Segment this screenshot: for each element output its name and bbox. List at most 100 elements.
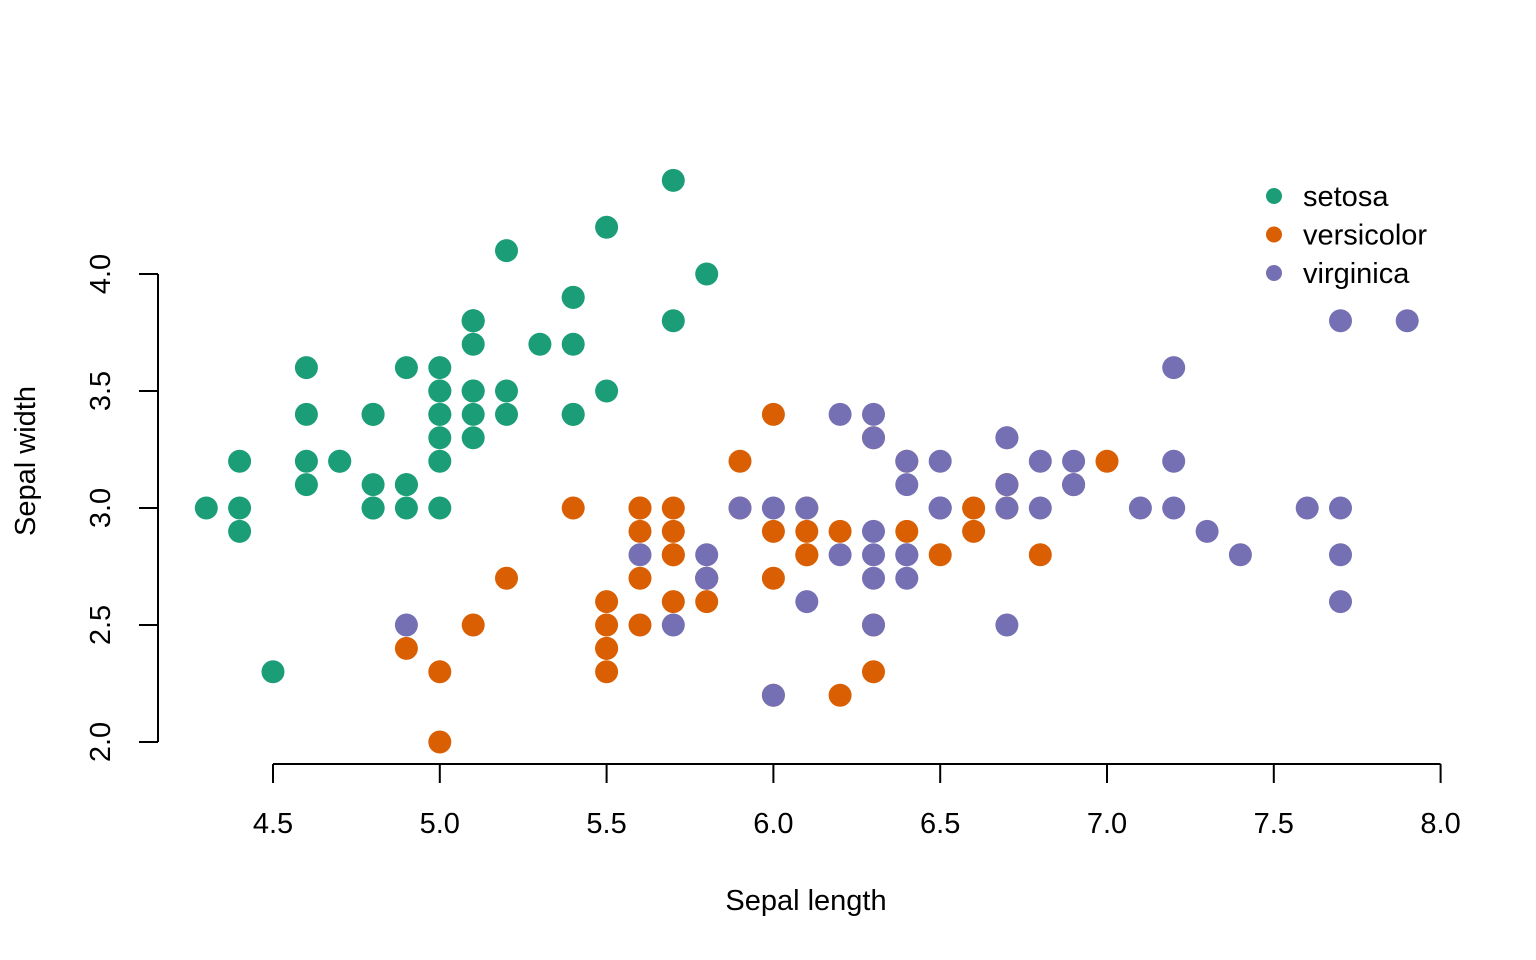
legend-marker-virginica [1266, 265, 1282, 281]
point-setosa-8 [228, 519, 252, 543]
point-setosa-33 [595, 215, 619, 239]
point-setosa-47 [294, 449, 318, 473]
point-setosa-23 [461, 426, 485, 450]
point-virginica-13 [661, 613, 685, 637]
point-virginica-22 [1329, 543, 1352, 567]
point-virginica-43 [1028, 449, 1052, 473]
point-setosa-14 [695, 262, 719, 286]
point-setosa-41 [261, 660, 285, 684]
point-virginica-31 [1395, 309, 1419, 333]
point-virginica-36 [862, 402, 885, 426]
legend-label-virginica: virginica [1303, 258, 1410, 290]
point-versicolor-35 [761, 402, 785, 426]
point-virginica-48 [828, 402, 852, 426]
point-virginica-9 [1162, 356, 1186, 380]
point-virginica-18 [1329, 590, 1352, 614]
point-setosa-24 [361, 402, 385, 426]
point-setosa-49 [428, 426, 452, 450]
point-versicolor-47 [828, 519, 852, 543]
point-virginica-0 [862, 426, 885, 450]
x-axis: 4.5 5.0 5.5 6.0 6.5 7.0 7.5 8.0 [253, 763, 1461, 840]
point-virginica-33 [862, 543, 885, 567]
point-virginica-19 [761, 683, 785, 707]
point-virginica-35 [1329, 496, 1352, 520]
point-virginica-47 [928, 496, 952, 520]
point-versicolor-48 [461, 613, 485, 637]
x-tick-label: 5.0 [420, 808, 460, 840]
point-setosa-36 [595, 379, 619, 403]
point-virginica-38 [761, 496, 785, 520]
point-virginica-20 [1062, 449, 1086, 473]
point-setosa-16 [561, 285, 585, 309]
point-versicolor-46 [661, 519, 685, 543]
y-axis-title: Sepal width [10, 386, 42, 536]
point-virginica-40 [995, 473, 1019, 497]
point-setosa-6 [294, 402, 318, 426]
x-tick-label: 6.5 [920, 808, 960, 840]
y-tick-label: 2.0 [85, 722, 117, 762]
point-versicolor-25 [962, 496, 986, 520]
y-tick-label: 4.0 [85, 254, 117, 294]
point-setosa-13 [194, 496, 218, 520]
point-setosa-3 [294, 473, 318, 497]
point-virginica-3 [862, 519, 885, 543]
x-tick-label: 6.0 [753, 808, 793, 840]
point-virginica-11 [895, 566, 919, 590]
x-tick-label: 7.0 [1087, 808, 1127, 840]
point-virginica-5 [1295, 496, 1319, 520]
point-versicolor-31 [595, 636, 619, 660]
point-versicolor-45 [661, 496, 685, 520]
point-virginica-17 [1329, 309, 1352, 333]
legend-label-setosa: setosa [1303, 181, 1389, 213]
point-virginica-23 [862, 566, 885, 590]
legend-label-versicolor: versicolor [1303, 220, 1427, 252]
point-setosa-10 [561, 332, 585, 356]
point-setosa-22 [294, 356, 318, 380]
x-tick-label: 8.0 [1420, 808, 1460, 840]
point-setosa-27 [495, 379, 518, 403]
point-setosa-30 [361, 473, 385, 497]
point-versicolor-34 [561, 496, 585, 520]
point-versicolor-29 [661, 590, 685, 614]
point-versicolor-44 [628, 566, 652, 590]
point-virginica-10 [928, 449, 952, 473]
point-setosa-43 [428, 379, 452, 403]
x-tick-label: 4.5 [253, 808, 293, 840]
point-virginica-37 [895, 473, 919, 497]
x-axis-title: Sepal length [725, 885, 886, 917]
point-setosa-31 [561, 402, 585, 426]
point-versicolor-37 [862, 660, 885, 684]
point-setosa-28 [495, 402, 518, 426]
legend-marker-versicolor [1266, 226, 1282, 243]
point-versicolor-13 [795, 519, 819, 543]
point-virginica-44 [995, 426, 1019, 450]
points-layer [194, 168, 1419, 754]
point-virginica-14 [695, 543, 719, 567]
point-virginica-15 [895, 449, 919, 473]
point-setosa-46 [461, 309, 485, 333]
point-setosa-26 [428, 402, 452, 426]
point-versicolor-40 [595, 590, 619, 614]
point-virginica-41 [1062, 473, 1086, 497]
point-virginica-26 [828, 543, 852, 567]
point-setosa-38 [228, 496, 252, 520]
point-versicolor-10 [428, 730, 452, 754]
legend-marker-setosa [1266, 188, 1282, 204]
point-setosa-25 [428, 496, 452, 520]
point-versicolor-0 [1095, 449, 1119, 473]
point-setosa-42 [228, 449, 252, 473]
point-setosa-18 [661, 309, 685, 333]
point-virginica-32 [895, 543, 919, 567]
point-versicolor-24 [895, 519, 919, 543]
point-virginica-8 [995, 613, 1019, 637]
point-versicolor-7 [394, 636, 418, 660]
y-axis: 2.0 2.5 3.0 3.5 4.0 [85, 254, 159, 762]
point-versicolor-3 [595, 660, 619, 684]
point-virginica-6 [394, 613, 418, 637]
point-versicolor-28 [761, 519, 785, 543]
point-virginica-2 [1128, 496, 1152, 520]
point-setosa-17 [461, 379, 485, 403]
x-tick-label: 5.5 [586, 808, 626, 840]
point-setosa-48 [528, 332, 552, 356]
